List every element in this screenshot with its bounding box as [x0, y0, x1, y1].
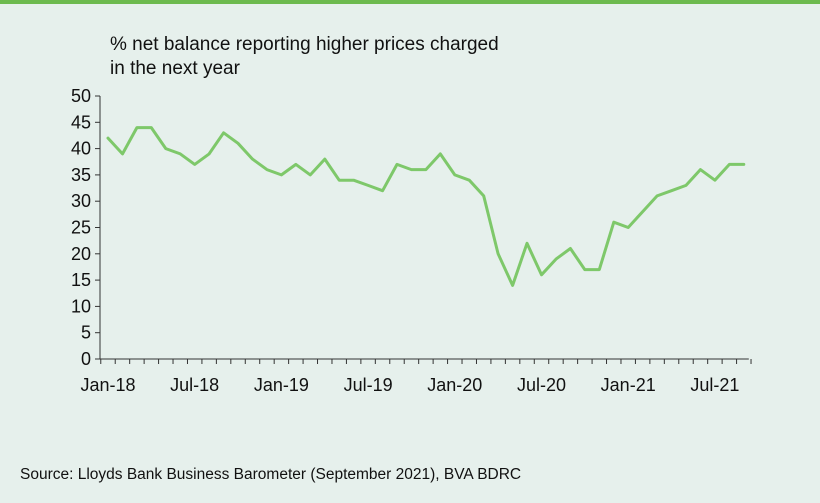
x-tick-label: Jul-20	[517, 375, 566, 395]
series-line	[106, 126, 746, 287]
x-tick-label: Jul-19	[344, 375, 393, 395]
x-tick-label: Jul-18	[170, 375, 219, 395]
y-tick-label: 20	[71, 244, 91, 264]
top-accent-rule	[0, 0, 820, 4]
chart-title-line-1: % net balance reporting higher prices ch…	[110, 34, 499, 55]
y-tick-label: 0	[81, 349, 91, 369]
y-tick-label: 40	[71, 139, 91, 159]
y-tick-label: 35	[71, 165, 91, 185]
y-tick-label: 45	[71, 112, 91, 132]
x-tick-label: Jul-21	[690, 375, 739, 395]
x-tick-label: Jan-20	[427, 375, 482, 395]
source-note: Source: Lloyds Bank Business Barometer (…	[20, 466, 522, 483]
x-tick-label: Jan-18	[80, 375, 135, 395]
line-chart: 0 5 10 15 20 25 30 35 40 45 50 Jan-18 Jul-18 Jan-19 Ju…	[71, 86, 752, 395]
x-tick-label: Jan-21	[601, 375, 656, 395]
y-tick-label: 15	[71, 270, 91, 290]
chart-title-line-2: in the next year	[110, 58, 240, 79]
x-tick-label: Jan-19	[254, 375, 309, 395]
y-tick-label: 10	[71, 296, 91, 316]
y-tick-label: 25	[71, 218, 91, 238]
y-tick-label: 50	[71, 86, 91, 106]
y-tick-label: 30	[71, 191, 91, 211]
chart-title: % net balance reporting higher prices ch…	[110, 33, 670, 81]
y-tick-label: 5	[81, 323, 91, 343]
